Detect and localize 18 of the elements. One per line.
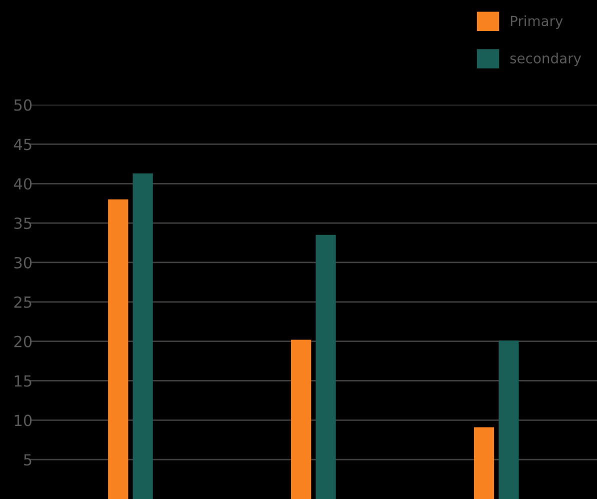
bar (316, 234, 336, 499)
y-tick-label: 40 (14, 178, 32, 190)
y-tick-label: 50 (14, 99, 32, 111)
legend-label: secondary (510, 52, 582, 66)
y-tick-label: 45 (14, 138, 32, 150)
y-tick-label: 20 (14, 336, 32, 348)
legend-label: Primary (510, 15, 563, 29)
y-tick-label: 35 (14, 218, 32, 230)
bar (498, 340, 519, 499)
y-tick-label: 10 (14, 414, 32, 426)
y-tick-label: 15 (14, 375, 32, 387)
bar (132, 173, 153, 499)
bar (108, 199, 128, 499)
bar (291, 340, 312, 499)
y-tick-label: 30 (14, 256, 32, 268)
y-tick-label: 25 (14, 296, 32, 308)
bar (474, 427, 494, 499)
y-tick-label: 5 (24, 454, 32, 466)
